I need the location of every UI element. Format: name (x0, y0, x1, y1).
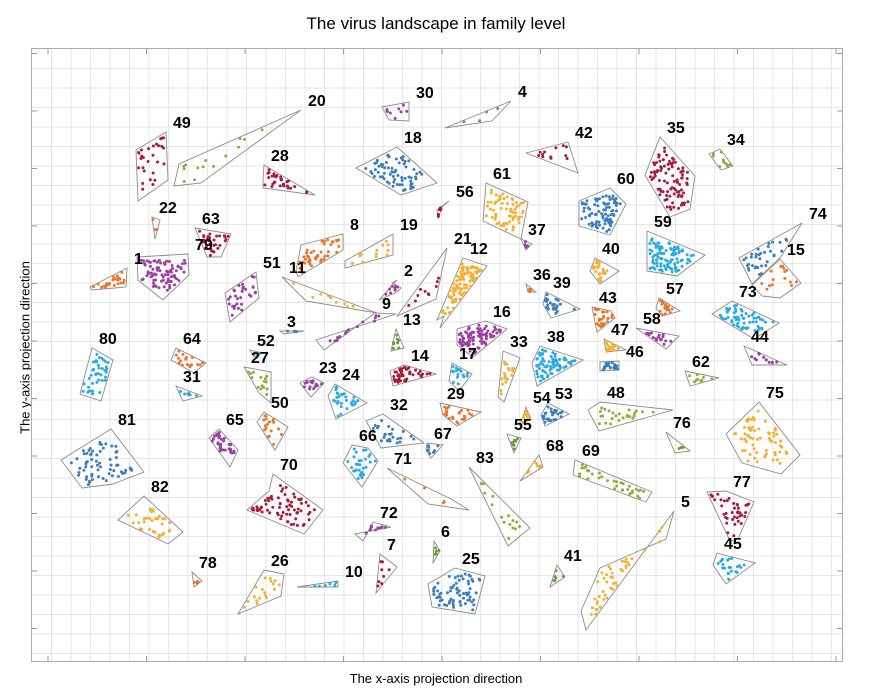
svg-text:54: 54 (533, 390, 551, 407)
svg-text:61: 61 (493, 166, 511, 183)
svg-text:74: 74 (809, 206, 827, 223)
svg-text:59: 59 (654, 214, 672, 231)
svg-text:26: 26 (271, 553, 289, 570)
svg-text:10: 10 (345, 564, 363, 581)
svg-text:83: 83 (476, 450, 494, 467)
svg-text:8: 8 (350, 217, 359, 234)
svg-text:39: 39 (553, 275, 571, 292)
svg-text:12: 12 (470, 241, 488, 258)
svg-text:49: 49 (173, 115, 191, 132)
svg-text:1: 1 (134, 251, 143, 268)
svg-text:52: 52 (257, 333, 275, 350)
svg-text:5: 5 (681, 494, 690, 511)
svg-text:71: 71 (394, 451, 412, 468)
svg-text:81: 81 (118, 412, 136, 429)
svg-text:63: 63 (202, 211, 220, 228)
svg-text:11: 11 (289, 260, 306, 277)
svg-text:78: 78 (199, 555, 217, 572)
svg-text:41: 41 (564, 548, 582, 565)
svg-text:31: 31 (183, 369, 201, 386)
svg-text:79: 79 (195, 237, 213, 254)
svg-text:36: 36 (533, 267, 551, 284)
svg-text:66: 66 (359, 428, 377, 445)
svg-text:51: 51 (263, 255, 281, 272)
svg-text:57: 57 (666, 281, 684, 298)
svg-text:64: 64 (183, 331, 201, 348)
svg-text:38: 38 (547, 329, 565, 346)
svg-text:43: 43 (599, 290, 617, 307)
svg-text:4: 4 (518, 84, 527, 101)
svg-text:69: 69 (582, 443, 600, 460)
svg-text:80: 80 (99, 331, 117, 348)
svg-text:25: 25 (462, 551, 480, 568)
svg-text:15: 15 (787, 242, 805, 259)
svg-text:68: 68 (546, 438, 564, 455)
svg-text:82: 82 (151, 479, 169, 496)
svg-text:56: 56 (456, 184, 474, 201)
svg-text:23: 23 (319, 360, 337, 377)
svg-text:29: 29 (447, 386, 465, 403)
svg-text:55: 55 (514, 417, 532, 434)
svg-text:62: 62 (692, 354, 710, 371)
svg-text:48: 48 (607, 385, 625, 402)
svg-text:6: 6 (441, 524, 450, 541)
svg-text:24: 24 (342, 367, 360, 384)
svg-text:44: 44 (751, 329, 769, 346)
svg-text:67: 67 (434, 426, 452, 443)
svg-text:45: 45 (724, 536, 742, 553)
svg-text:50: 50 (271, 395, 289, 412)
svg-text:7: 7 (387, 537, 396, 554)
svg-text:34: 34 (727, 132, 745, 149)
svg-text:3: 3 (287, 314, 296, 331)
svg-text:40: 40 (602, 241, 620, 258)
svg-text:42: 42 (575, 125, 593, 142)
svg-text:46: 46 (626, 344, 644, 361)
svg-text:20: 20 (308, 93, 326, 110)
svg-text:75: 75 (766, 385, 784, 402)
svg-text:27: 27 (251, 350, 269, 367)
svg-text:30: 30 (416, 85, 434, 102)
svg-text:33: 33 (510, 334, 528, 351)
svg-text:60: 60 (617, 171, 635, 188)
svg-text:37: 37 (528, 222, 546, 239)
svg-text:65: 65 (226, 412, 244, 429)
svg-text:72: 72 (380, 505, 398, 522)
svg-text:47: 47 (611, 322, 629, 339)
svg-text:70: 70 (280, 457, 298, 474)
svg-text:18: 18 (404, 130, 422, 147)
svg-text:16: 16 (493, 304, 511, 321)
svg-text:28: 28 (271, 148, 289, 165)
svg-text:17: 17 (459, 346, 477, 363)
svg-text:73: 73 (739, 284, 757, 301)
svg-text:58: 58 (643, 311, 661, 328)
svg-text:9: 9 (382, 296, 391, 313)
svg-text:35: 35 (667, 120, 685, 137)
svg-text:22: 22 (159, 200, 177, 217)
svg-text:77: 77 (733, 474, 751, 491)
svg-text:19: 19 (400, 217, 418, 234)
svg-text:2: 2 (404, 263, 413, 280)
svg-text:53: 53 (555, 386, 573, 403)
svg-text:76: 76 (673, 415, 691, 432)
svg-text:13: 13 (403, 312, 421, 329)
svg-text:14: 14 (411, 348, 429, 365)
svg-text:32: 32 (390, 397, 408, 414)
